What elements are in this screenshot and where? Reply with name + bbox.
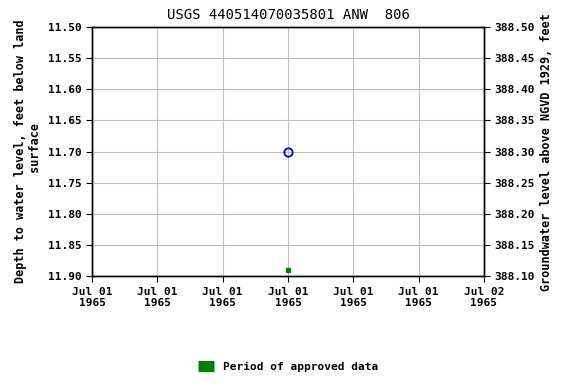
Legend: Period of approved data: Period of approved data	[193, 358, 383, 377]
Title: USGS 440514070035801 ANW  806: USGS 440514070035801 ANW 806	[166, 8, 410, 22]
Y-axis label: Depth to water level, feet below land
 surface: Depth to water level, feet below land su…	[14, 20, 43, 283]
Y-axis label: Groundwater level above NGVD 1929, feet: Groundwater level above NGVD 1929, feet	[540, 13, 554, 291]
